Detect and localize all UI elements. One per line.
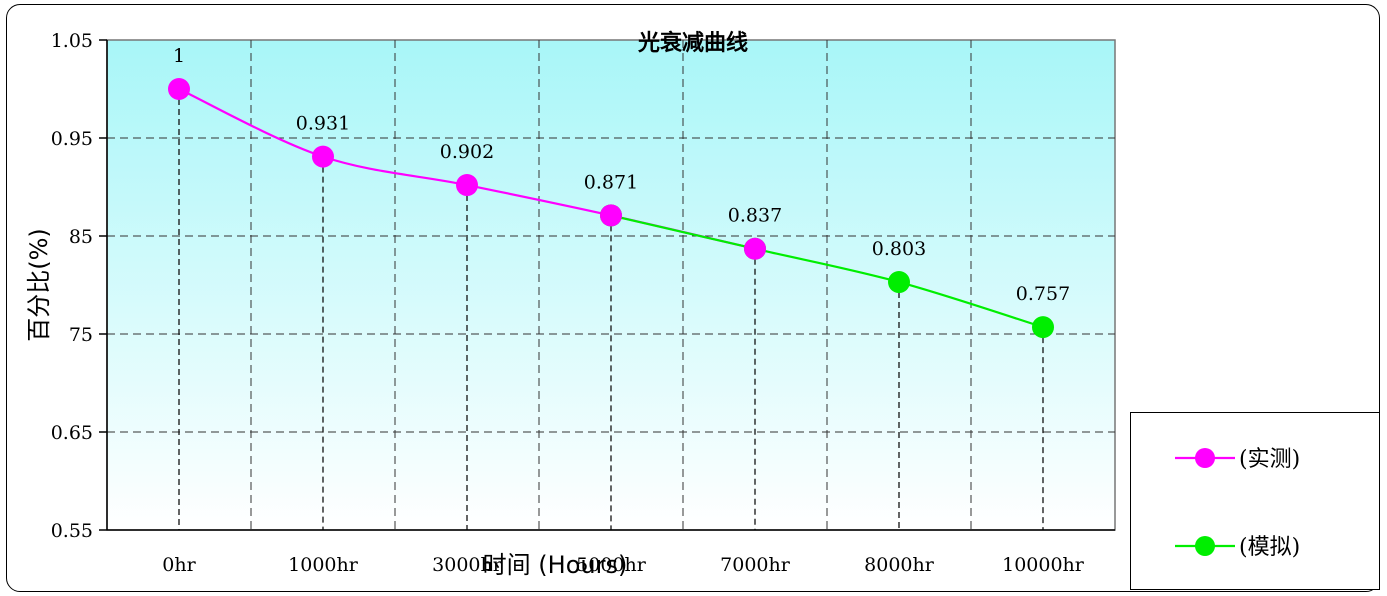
legend-label: (实测) <box>1239 447 1300 472</box>
data-label: 0.837 <box>728 205 782 227</box>
legend-label: (模拟) <box>1239 535 1300 560</box>
data-point <box>600 204 622 227</box>
x-tick-label: 3000hr <box>432 554 503 576</box>
data-point <box>456 174 478 197</box>
x-tick-label: 1000hr <box>288 554 359 576</box>
x-tick-label: 0hr <box>162 554 196 576</box>
x-tick-label: 7000hr <box>720 554 791 576</box>
y-tick-label: 75 <box>69 324 93 346</box>
y-axis-title: 百分比(%) <box>25 228 53 342</box>
y-tick-label: 85 <box>69 226 93 248</box>
data-label: 0.757 <box>1016 283 1070 305</box>
data-point <box>744 237 766 260</box>
labels-layer: 1 0.931 0.902 0.871 0.837 0.803 0.757 <box>173 45 1070 305</box>
x-tick-label: 5000hr <box>576 554 647 576</box>
data-label: 0.931 <box>296 113 350 135</box>
x-tick-label: 10000hr <box>1002 554 1085 576</box>
legend-svg: (实测) (模拟) <box>1175 447 1300 560</box>
legend-marker <box>1195 536 1215 556</box>
y-tick-label: 0.95 <box>51 128 93 150</box>
data-point <box>312 145 334 168</box>
data-label: 0.803 <box>872 238 926 260</box>
legend-marker <box>1195 448 1215 468</box>
data-label: 0.871 <box>584 171 638 193</box>
series-line <box>610 214 1044 329</box>
axes: 0.55 0.65 75 85 0.95 1.05 0hr 1000hr 3000hr 5000h… <box>51 30 1115 576</box>
y-tick-label: 0.55 <box>51 520 93 542</box>
x-tick-label: 8000hr <box>864 554 935 576</box>
y-tick-label: 1.05 <box>51 30 93 52</box>
data-point <box>1032 316 1054 339</box>
grid <box>107 40 1115 530</box>
series-layer <box>168 78 1054 339</box>
legend: (实测) (模拟) <box>1130 412 1380 590</box>
chart-title: 光衰减曲线 <box>637 30 748 56</box>
data-label: 1 <box>173 45 185 67</box>
data-point <box>888 271 910 294</box>
x-axis-title: 时间 (Hours) <box>483 551 628 579</box>
data-point <box>168 78 190 100</box>
y-tick-label: 0.65 <box>51 422 93 444</box>
data-label: 0.902 <box>440 141 494 163</box>
